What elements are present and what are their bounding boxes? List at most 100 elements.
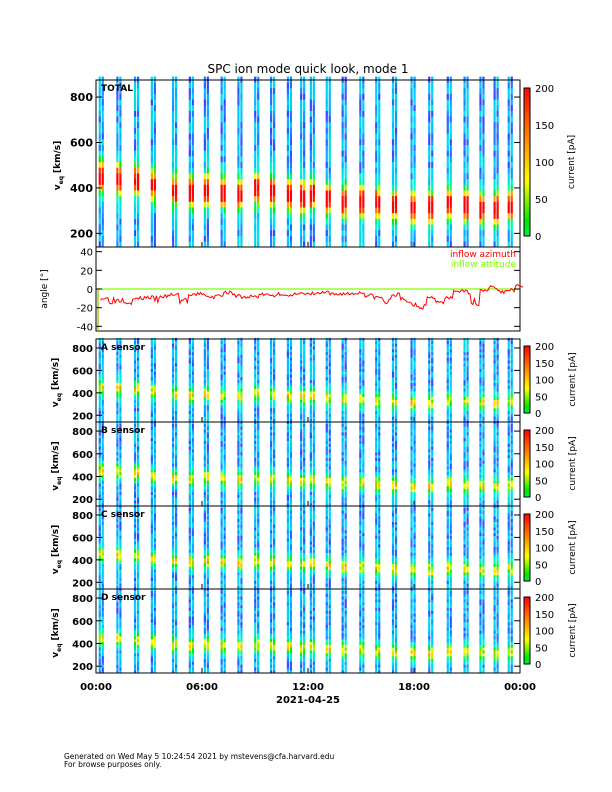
spectrogram-cell [391, 391, 395, 395]
spectrogram-cell [171, 343, 175, 347]
spectrogram-cell [413, 443, 416, 447]
colorbar-cell [524, 113, 530, 119]
spectrogram-cell [312, 474, 315, 478]
spectrogram-cell [344, 486, 347, 490]
spectrogram-cell [220, 87, 223, 94]
spectrogram-cell [286, 133, 289, 140]
spectrogram-cell [493, 405, 496, 409]
spectrogram-cell [188, 500, 191, 504]
spectrogram-cell [375, 486, 378, 490]
spectrogram-cell [98, 524, 101, 528]
spectrogram-cell [325, 354, 328, 358]
spectrogram-cell [507, 93, 510, 100]
spectrogram-cell [341, 443, 344, 447]
spectrogram-cell [254, 349, 257, 353]
spectrogram-cell [428, 93, 431, 100]
spectrogram-cell [101, 407, 104, 412]
spectrogram-cell [153, 471, 156, 476]
spectrogram-cell [507, 477, 510, 481]
spectrogram-cell [300, 396, 303, 400]
spectrogram-cell [449, 440, 452, 444]
spectrogram-cell [289, 368, 292, 372]
spectrogram-cell [286, 440, 289, 444]
spectrogram-cell [257, 207, 260, 214]
spectrogram-cell [220, 346, 223, 350]
spectrogram-cell [493, 440, 496, 444]
spectrogram-cell [98, 87, 101, 94]
spectrogram-cell [410, 449, 413, 453]
spectrogram-cell [133, 385, 137, 389]
spectrogram-cell [449, 407, 452, 412]
spectrogram-cell [328, 139, 331, 146]
spectrogram-cell [254, 178, 257, 185]
spectrogram-cell [394, 379, 398, 384]
spectrogram-cell [223, 466, 226, 470]
spectrogram-cell [378, 497, 381, 501]
spectrogram-cell [449, 426, 452, 430]
spectrogram-cell [270, 173, 273, 180]
spectrogram-cell [328, 99, 331, 106]
spectrogram-cell [359, 469, 362, 473]
spectrogram-cell [510, 471, 513, 476]
spectrogram-cell [116, 413, 119, 417]
spectrogram-cell [303, 212, 306, 219]
spectrogram-cell [510, 116, 513, 123]
spectrogram-cell [431, 178, 434, 185]
spectrogram-cell [101, 538, 104, 542]
spectrogram-cell [206, 494, 209, 498]
spectrogram-cell [341, 488, 344, 493]
spectrogram-cell [446, 480, 449, 484]
spectrogram-cell [101, 494, 104, 498]
colorbar-cell [524, 387, 530, 391]
spectrogram-cell [341, 466, 344, 470]
spectrogram-cell [362, 201, 365, 208]
spectrogram-cell [203, 413, 206, 417]
spectrogram-cell [479, 93, 482, 100]
spectrogram-cell [325, 127, 328, 134]
spectrogram-cell [359, 360, 362, 364]
spectrogram-cell [188, 87, 191, 94]
spectrogram-cell [116, 524, 119, 528]
spectrogram-cell [286, 360, 289, 364]
spectrogram-cell [237, 480, 240, 484]
spectrogram-cell [466, 144, 469, 151]
spectrogram-cell [174, 218, 178, 225]
spectrogram-cell [289, 423, 292, 427]
spectrogram-cell [466, 466, 469, 470]
spectrogram-cell [220, 150, 223, 157]
spectrogram-cell [394, 93, 398, 100]
spectrogram-cell [410, 218, 413, 225]
spectrogram-cell [98, 150, 101, 157]
spectrogram-cell [286, 110, 289, 117]
spectrogram-cell [171, 494, 175, 498]
spectrogram-cell [153, 87, 156, 94]
spectrogram-cell [493, 110, 496, 117]
spectrogram-cell [507, 360, 510, 364]
spectrogram-cell [237, 167, 240, 174]
spectrogram-cell [431, 349, 434, 353]
spectrogram-cell [303, 82, 306, 89]
spectrogram-cell [150, 349, 153, 353]
spectrogram-cell [270, 116, 273, 123]
spectrogram-cell [362, 426, 365, 430]
spectrogram-cell [98, 399, 101, 403]
spectrogram-cell [410, 167, 413, 174]
spectrogram-cell [116, 435, 119, 439]
spectrogram-cell [237, 460, 240, 464]
spectrogram-cell [410, 474, 413, 478]
spectrogram-cell [171, 110, 175, 117]
spectrogram-cell [188, 388, 191, 392]
spectrogram-cell [391, 471, 395, 476]
spectrogram-cell [153, 156, 156, 163]
spectrogram-cell [220, 368, 223, 372]
spectrogram-cell [98, 363, 101, 367]
spectrogram-cell [136, 454, 140, 459]
spectrogram-cell [493, 379, 496, 384]
spectrogram-cell [101, 99, 104, 106]
spectrogram-cell [510, 452, 513, 456]
spectrogram-cell [510, 351, 513, 356]
spectrogram-cell [220, 139, 223, 146]
spectrogram-cell [466, 368, 469, 372]
spectrogram-cell [171, 469, 175, 473]
spectrogram-cell [410, 497, 413, 501]
